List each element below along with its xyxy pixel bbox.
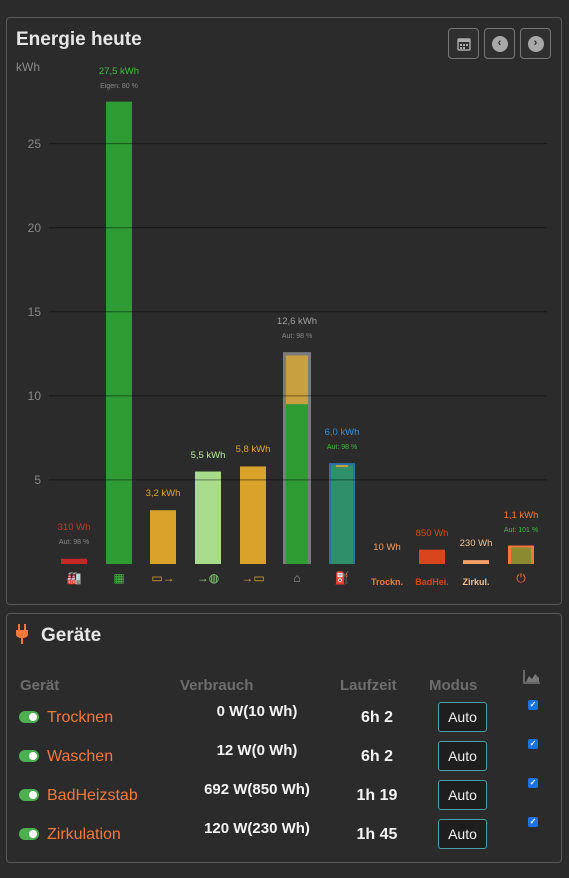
device-runtime: 1h 45 [356,826,398,843]
device-checkbox[interactable]: ✓ [528,817,538,827]
device-checkbox[interactable]: ✓ [528,700,538,710]
devices-card: Geräte Gerät Verbrauch Laufzeit Modus Tr… [6,613,562,863]
battery-in-icon: →▭ [241,571,265,585]
mode-button[interactable]: Auto [438,741,487,771]
next-day-button[interactable]: › [520,28,551,59]
mode-button[interactable]: Auto [438,780,487,810]
col-header-usage: Verbrauch [180,677,254,694]
chevron-left-icon: ‹ [491,35,508,52]
bar-value-label: 5,8 kWh [235,444,271,456]
device-row: BadHeizstab 692 W(850 Wh) 1h 19 Auto ✓ [7,778,563,814]
device-toggle[interactable] [19,750,39,762]
bar-wallbox-battery [336,465,348,468]
calendar-icon [456,37,471,51]
device-toggle[interactable] [19,828,39,840]
bar-batterieladung [240,466,266,564]
bar-einspeisung [195,471,221,564]
y-axis-unit: kWh [16,60,40,74]
y-tick-label: 10 [27,388,41,403]
device-runtime: 1h 19 [356,787,398,804]
bar-sub-label: Eigen: 80 % [100,82,138,90]
bar-sub-label: Aut: 101 % [503,526,539,534]
y-tick-label: 25 [27,136,41,151]
bar-value-label: 27,5 kWh [98,65,140,77]
device-usage: 12 W(0 Wh) [216,742,298,759]
bar-pv [106,101,132,564]
bar-value-label: 230 Wh [459,538,493,550]
device-checkbox[interactable]: ✓ [528,778,538,788]
bar-netzbezug [61,558,87,564]
device-row: Trocknen 0 W(10 Wh) 6h 2 Auto ✓ [7,700,563,736]
chart-area-icon[interactable] [523,670,541,684]
factory-icon: 🏭 [66,571,82,585]
mode-button[interactable]: Auto [438,702,487,732]
bar-house-pv [286,404,308,564]
x-category-label: Trockn. [370,577,404,587]
device-usage: 0 W(10 Wh) [216,703,298,720]
bar-value-label: 10 Wh [373,541,401,553]
plug-icon: ⏻ [516,571,526,585]
calendar-button[interactable] [448,28,479,59]
device-toggle[interactable] [19,711,39,723]
col-header-device: Gerät [20,677,60,694]
bar-badhei [419,549,445,564]
device-runtime: 6h 2 [360,748,393,765]
bar-sub-label: Aut: 98 % [326,444,358,452]
device-name[interactable]: Zirkulation [47,826,121,843]
device-row: Zirkulation 120 W(230 Wh) 1h 45 Auto ✓ [7,817,563,853]
y-tick-label: 15 [27,304,41,319]
bar-value-label: 3,2 kWh [145,488,181,500]
device-runtime: 6h 2 [360,709,393,726]
battery-out-icon: ▭→ [151,571,175,585]
device-toggle[interactable] [19,789,39,801]
bar-sub-label: Aut: 98 % [281,333,313,341]
x-category-label: BadHei. [415,577,449,587]
device-usage: 692 W(850 Wh) [204,781,310,798]
ev-charger-icon: ⛽ [334,571,350,585]
y-tick-label: 5 [34,472,41,487]
bar-value-label: 5,5 kWh [190,449,226,461]
house-icon: ⌂ [293,571,301,585]
plug-icon [16,624,28,644]
col-header-mode: Modus [429,677,478,694]
y-tick-label: 20 [27,220,41,235]
solar-panel-icon: ▦ [113,571,125,585]
device-name[interactable]: Waschen [47,748,114,765]
x-category-label: Zirkul. [462,577,490,587]
bar-value-label: 310 Wh [57,522,91,533]
device-name[interactable]: BadHeizstab [47,787,138,804]
energy-title: Energie heute [16,29,142,50]
device-row: Waschen 12 W(0 Wh) 6h 2 Auto ✓ [7,739,563,775]
energy-chart [49,101,547,564]
grid-export-icon: →◍ [196,571,220,585]
device-name[interactable]: Trocknen [47,709,114,726]
bar-value-label: 6,0 kWh [324,427,360,439]
energy-card: Energie heute ‹ › kWh 5 10 15 20 25 310 Wh Au… [6,17,562,605]
col-header-runtime: Laufzeit [340,677,397,694]
device-checkbox[interactable]: ✓ [528,739,538,749]
bar-batterieentladung [150,510,176,564]
devices-title: Geräte [41,625,102,646]
mode-button[interactable]: Auto [438,819,487,849]
device-usage: 120 W(230 Wh) [204,820,310,837]
bar-wallbox-pv [331,465,353,564]
bar-value-label: 12,6 kWh [276,316,318,328]
chevron-right-icon: › [527,35,544,52]
bar-house-battery [286,355,308,405]
bar-devices-pv [511,547,531,564]
previous-day-button[interactable]: ‹ [484,28,515,59]
bar-value-label: 850 Wh [415,527,449,539]
bar-value-label: 1,1 kWh [503,509,539,521]
bar-sub-label: Aut: 98 % [58,539,90,546]
bar-zirkul [463,560,489,564]
